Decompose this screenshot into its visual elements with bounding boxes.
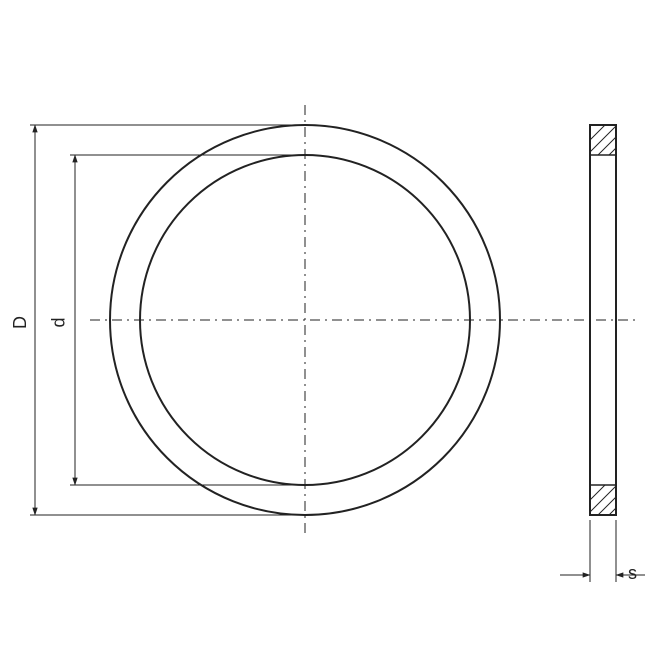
technical-drawing	[0, 0, 661, 661]
hatch-bottom	[590, 485, 616, 515]
hatch-top	[590, 125, 616, 155]
dimension-D	[30, 125, 305, 515]
centerlines	[90, 105, 640, 535]
label-s: s	[628, 563, 637, 584]
label-d: d	[49, 317, 70, 327]
label-D: D	[10, 316, 31, 329]
